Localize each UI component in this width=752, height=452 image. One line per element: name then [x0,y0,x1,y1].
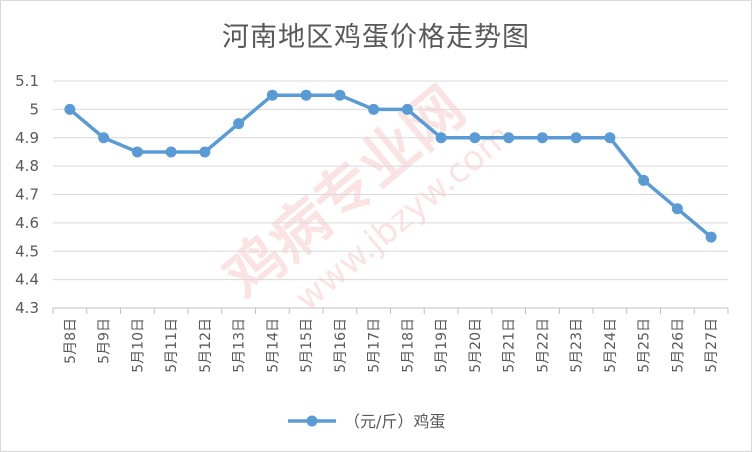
x-tick-label: 5月25日 [637,318,653,373]
x-tick-label: 5月22日 [535,318,551,373]
data-point [705,231,717,243]
x-tick-label: 5月26日 [670,318,686,373]
x-tick-label: 5月9日 [97,318,113,364]
x-tick-label: 5月20日 [468,318,484,373]
y-tick-label: 4.6 [15,214,39,232]
legend-marker [306,415,318,427]
series-line [68,93,713,239]
y-tick-label: 4.7 [15,186,39,204]
y-tick-label: 5 [29,100,39,118]
y-tick-label: 4.8 [15,157,39,175]
data-point [300,89,312,101]
x-tick-label: 5月21日 [502,318,518,373]
data-point [638,174,650,186]
x-tick-label: 5月18日 [400,318,416,373]
x-tick-label: 5月12日 [198,318,214,373]
data-point [131,146,143,158]
x-tick-label: 5月27日 [704,318,720,373]
y-tick-label: 4.4 [15,271,39,289]
y-tick-label: 4.9 [15,129,39,147]
x-tick-label: 5月15日 [299,318,315,373]
y-tick-label: 4.5 [15,242,39,260]
x-tick-label: 5月14日 [265,318,281,373]
x-tick-label: 5月23日 [569,318,585,373]
legend-label: （元/斤）鸡蛋 [344,412,445,431]
x-tick-label: 5月17日 [367,318,383,373]
x-tick-label: 5月16日 [333,318,349,373]
data-point [604,132,616,144]
data-point [266,89,278,101]
chart-title: 河南地区鸡蛋价格走势图 [222,22,530,53]
data-point [334,89,346,101]
data-point [64,103,76,115]
data-point [233,118,245,130]
y-tick-label: 4.3 [15,299,39,317]
y-tick-label: 5.1 [15,72,39,90]
data-point [435,132,447,144]
data-point [671,203,683,215]
x-tick-label: 5月19日 [434,318,450,373]
x-tick-label: 5月8日 [63,318,79,364]
data-point [368,103,380,115]
x-tick-label: 5月10日 [130,318,146,373]
x-tick-label: 5月11日 [164,318,180,373]
data-point [98,132,110,144]
data-point [199,146,211,158]
x-tick-label: 5月24日 [603,318,619,373]
data-point [165,146,177,158]
data-point [469,132,481,144]
data-point [401,103,413,115]
data-point [536,132,548,144]
x-tick-label: 5月13日 [232,318,248,373]
data-point [570,132,582,144]
data-point [503,132,515,144]
